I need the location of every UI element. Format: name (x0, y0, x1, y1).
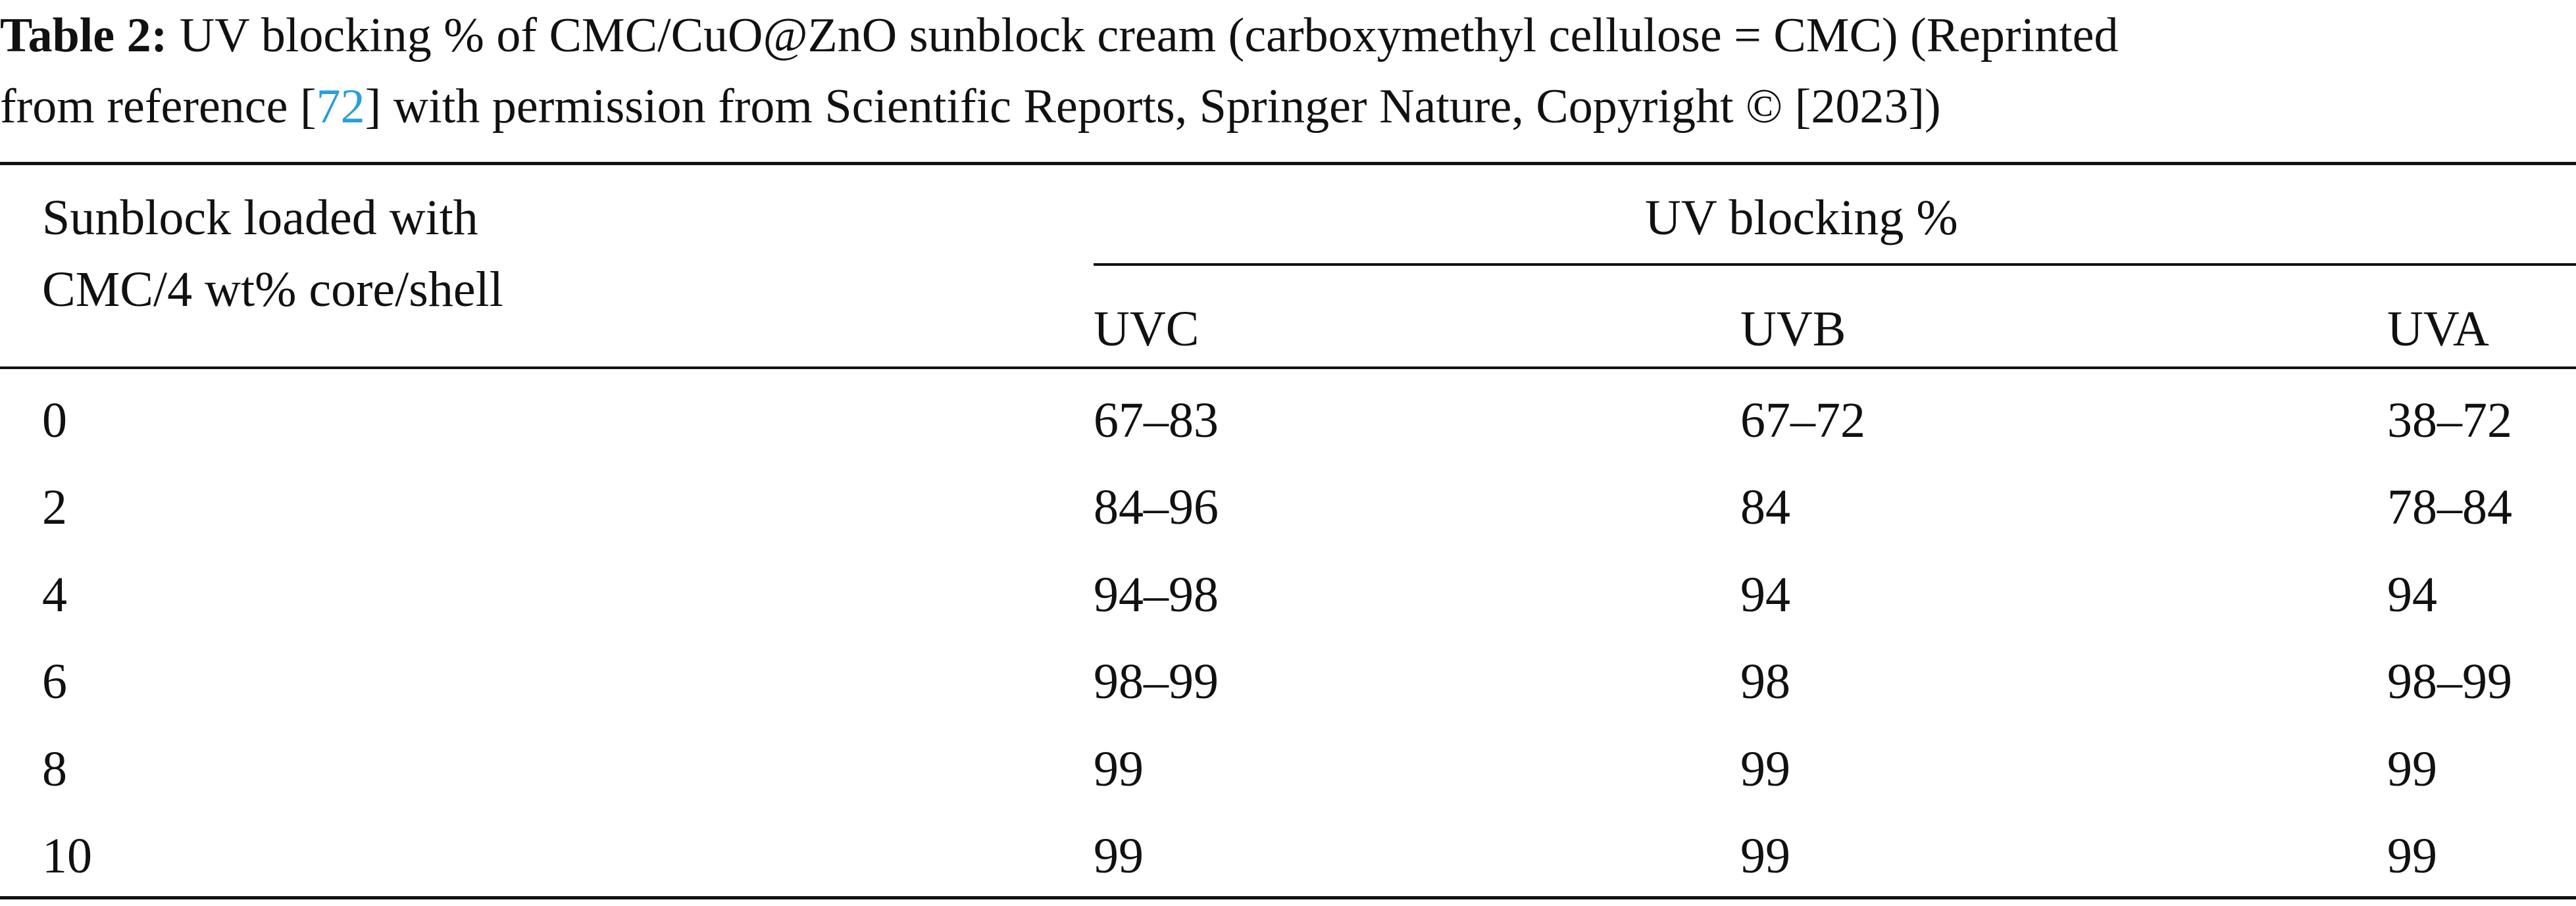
table-cell-load: 0 (42, 393, 67, 448)
table-cell-load: 6 (42, 654, 67, 709)
table-cell-uvb: 99 (1740, 828, 1790, 884)
table-label: Table 2: (0, 9, 168, 63)
table-cell-uvc: 67–83 (1094, 393, 1219, 448)
table-cell-uva: 98–99 (2387, 654, 2512, 709)
column-header-uvc: UVC (1094, 301, 1200, 357)
table-caption: Table 2: UV blocking % of CMC/CuO@ZnO su… (0, 0, 2576, 142)
table-cell-uvc: 99 (1094, 828, 1144, 884)
caption-text-2b: ] with permission from Scientific Report… (365, 80, 1941, 134)
group-header-rule (1094, 263, 2576, 266)
table-cell-uvc: 94–98 (1094, 567, 1219, 622)
header-bottom-rule (0, 366, 2576, 369)
table-cell-load: 4 (42, 567, 67, 622)
table-cell-uvb: 98 (1740, 654, 1790, 709)
table-cell-uva: 99 (2387, 742, 2437, 797)
row-header-line-1: Sunblock loaded with (42, 190, 478, 245)
table-cell-uvb: 84 (1740, 480, 1790, 535)
table-cell-load: 8 (42, 742, 67, 797)
table-bottom-rule (0, 896, 2576, 899)
reference-link[interactable]: 72 (316, 80, 365, 134)
column-header-uvb: UVB (1740, 301, 1846, 357)
caption-text-2a: from reference [ (0, 80, 316, 134)
table-cell-uvc: 98–99 (1094, 654, 1219, 709)
caption-line-1: Table 2: UV blocking % of CMC/CuO@ZnO su… (0, 0, 2576, 71)
table-top-rule (0, 162, 2576, 165)
table-cell-load: 2 (42, 480, 67, 535)
table-cell-uvb: 67–72 (1740, 393, 1865, 448)
table-cell-uvb: 99 (1740, 742, 1790, 797)
group-header-uv-blocking: UV blocking % (1645, 190, 1958, 245)
table-cell-uva: 94 (2387, 567, 2437, 622)
table-cell-uvc: 84–96 (1094, 480, 1219, 535)
caption-line-2: from reference [72] with permission from… (0, 71, 2576, 142)
column-header-uva: UVA (2387, 301, 2489, 357)
table-cell-uvc: 99 (1094, 742, 1144, 797)
row-header-line-2: CMC/4 wt% core/shell (42, 262, 503, 317)
table-cell-load: 10 (42, 828, 92, 884)
table-cell-uva: 99 (2387, 828, 2437, 884)
table-cell-uva: 38–72 (2387, 393, 2512, 448)
table-cell-uvb: 94 (1740, 567, 1790, 622)
caption-text-1: UV blocking % of CMC/CuO@ZnO sunblock cr… (167, 9, 2119, 63)
table-cell-uva: 78–84 (2387, 480, 2512, 535)
